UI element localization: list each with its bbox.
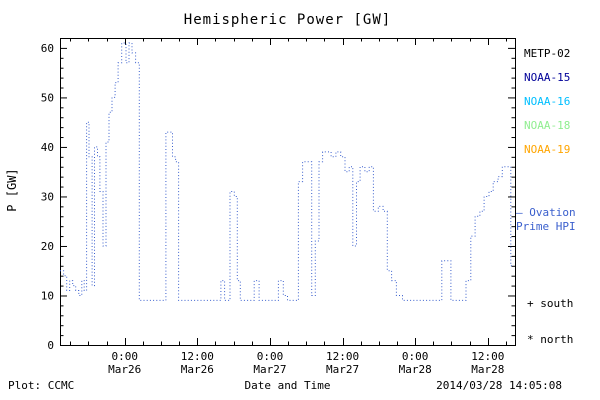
legend-item-noaa16: NOAA-16 [524,95,571,108]
y-tick-label: 50 [41,91,54,104]
satellite-legend: METP-02 NOAA-15 NOAA-16 NOAA-18 NOAA-19 [524,42,570,162]
north-marker-legend: * north [527,333,574,346]
plot-area: 0 10 20 30 40 50 60 0:00 Mar26 12:00 Mar26 0:00 Mar2… [18,30,563,382]
legend-item-noaa15: NOAA-15 [524,71,571,84]
hpi-chart: 01020304050600:00Mar2612:00Mar260:00Mar2… [41,38,516,376]
x-tick-time-label: 0:00 [257,350,284,363]
legend-item-noaa19: NOAA-19 [524,143,571,156]
x-tick-time-label: 12:00 [181,350,214,363]
y-tick-label: 60 [41,42,54,55]
ovation-hpi-step-line [60,42,514,301]
x-tick-date-label: Mar26 [108,363,141,376]
x-tick-date-label: Mar26 [181,363,214,376]
y-tick-label: 10 [41,289,54,302]
page-title: Hemispheric Power [GW] [183,12,392,28]
ovation-label-line1: – Ovation [516,206,576,219]
plot-credit: Plot: CCMC [8,379,75,392]
y-tick-label: 20 [41,240,54,253]
x-tick-date-label: Mar27 [253,363,286,376]
x-tick-time-label: 12:00 [326,350,359,363]
x-tick-date-label: Mar28 [399,363,432,376]
x-tick-date-label: Mar28 [471,363,504,376]
x-tick-time-label: 12:00 [471,350,504,363]
x-axis-label: Date and Time [244,379,331,392]
ovation-prime-hpi-label: – Ovation Prime HPI [516,206,576,234]
x-tick-date-label: Mar27 [326,363,359,376]
y-tick-label: 0 [47,339,54,352]
south-marker-legend: + south [527,297,574,310]
ovation-label-line2: Prime HPI [516,220,576,233]
x-tick-time-label: 0:00 [111,350,138,363]
x-tick-time-label: 0:00 [402,350,429,363]
legend-item-metp02: METP-02 [524,47,571,60]
timestamp: 2014/03/28 14:05:08 [436,379,562,392]
legend-item-noaa18: NOAA-18 [524,119,571,132]
y-tick-label: 30 [41,190,54,203]
y-axis-label: P [GW] [5,168,19,212]
y-tick-label: 40 [41,141,54,154]
